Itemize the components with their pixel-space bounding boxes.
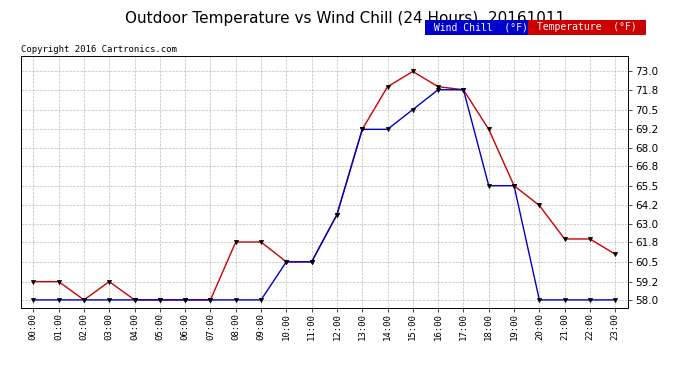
Text: Temperature  (°F): Temperature (°F) [531, 22, 643, 33]
Text: Outdoor Temperature vs Wind Chill (24 Hours)  20161011: Outdoor Temperature vs Wind Chill (24 Ho… [125, 11, 565, 26]
Text: Copyright 2016 Cartronics.com: Copyright 2016 Cartronics.com [21, 45, 177, 54]
Text: Wind Chill  (°F): Wind Chill (°F) [428, 22, 533, 33]
